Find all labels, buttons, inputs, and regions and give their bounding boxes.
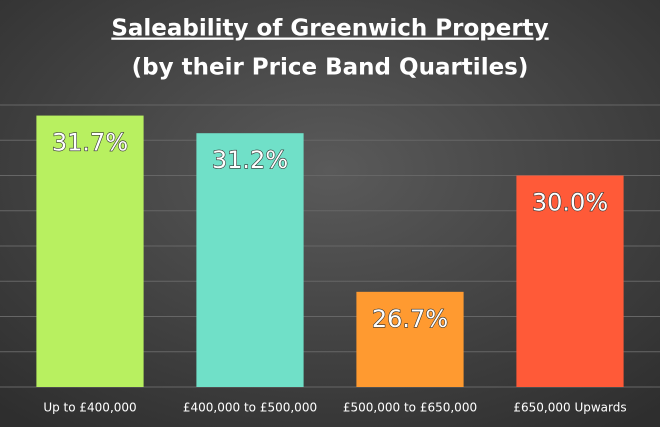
bar [516, 175, 624, 387]
bar [356, 291, 464, 387]
x-tick-label: £500,000 to £650,000 [343, 401, 477, 415]
x-tick-label: £400,000 to £500,000 [183, 401, 317, 415]
value-label: 26.7% [372, 305, 448, 333]
x-tick-label: Up to £400,000 [43, 401, 136, 415]
x-tick-label: £650,000 Upwards [513, 401, 626, 415]
value-label: 31.7% [52, 129, 128, 157]
chart-subtitle: (by their Price Band Quartiles) [132, 55, 529, 81]
value-label: 31.2% [212, 146, 288, 174]
chart-title: Saleability of Greenwich Property [111, 16, 548, 42]
value-label: 30.0% [532, 189, 608, 217]
bar [196, 133, 304, 387]
bar [36, 115, 144, 387]
